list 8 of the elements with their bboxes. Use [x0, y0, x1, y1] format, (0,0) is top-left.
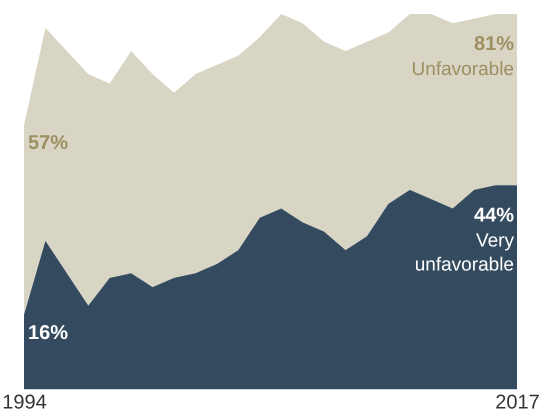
data-label: 16%: [28, 322, 68, 344]
x-tick-label: 1994: [2, 392, 47, 414]
x-tick-label: 2017: [495, 392, 540, 414]
data-label: 81%: [474, 33, 514, 55]
series-label: Very unfavorable: [414, 230, 514, 276]
data-label: 44%: [474, 204, 514, 226]
series-label: Unfavorable: [412, 59, 514, 80]
data-label: 57%: [28, 132, 68, 154]
